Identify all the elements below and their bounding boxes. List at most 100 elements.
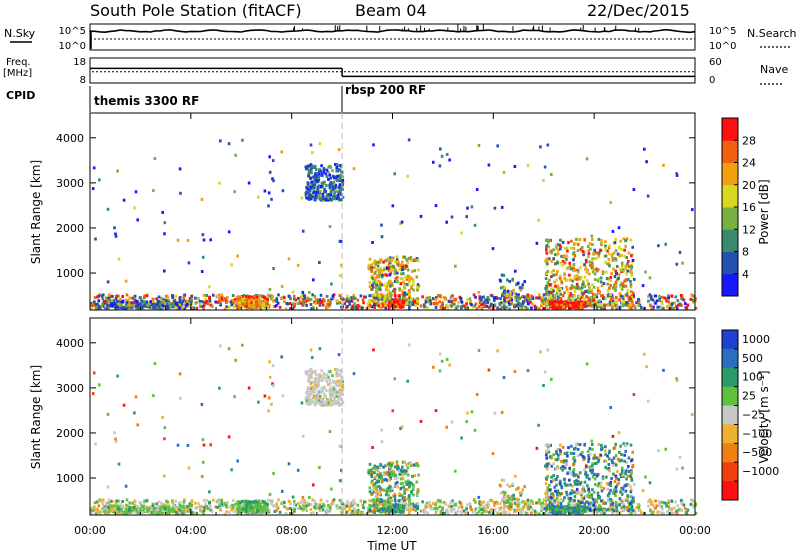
range-gate-cell: [383, 297, 386, 301]
range-gate-cell: [513, 510, 516, 514]
range-gate-cell: [396, 271, 399, 275]
range-gate-cell: [545, 292, 548, 296]
range-gate-cell: [569, 503, 573, 507]
range-gate-cell: [621, 282, 625, 286]
range-gate-cell: [620, 248, 623, 251]
range-gate-cell: [519, 304, 522, 308]
range-gate-cell: [599, 280, 603, 284]
range-gate-cell: [329, 398, 333, 402]
range-gate-cell: [304, 191, 308, 195]
range-gate-cell: [97, 304, 101, 308]
range-gate-cell: [473, 509, 477, 513]
range-gate-cell: [297, 501, 300, 505]
range-gate-cell: [563, 303, 567, 307]
range-gate-cell: [325, 184, 328, 188]
range-gate-cell: [268, 287, 272, 291]
range-gate-cell: [181, 504, 185, 508]
range-gate-cell: [341, 392, 344, 396]
range-gate-cell: [496, 306, 499, 310]
range-gate-cell: [307, 402, 311, 406]
range-gate-cell: [401, 291, 405, 295]
range-gate-cell: [137, 306, 140, 310]
range-gate-cell: [386, 295, 390, 299]
range-gate-cell: [518, 501, 522, 505]
range-gate-cell: [381, 488, 384, 492]
range-gate-cell: [338, 379, 341, 383]
range-gate-cell: [650, 512, 654, 516]
range-gate-cell: [368, 508, 372, 512]
range-gate-cell: [304, 396, 308, 400]
range-gate-cell: [218, 504, 221, 508]
range-gate-cell: [370, 288, 374, 291]
range-gate-cell: [435, 296, 438, 300]
range-gate-cell: [160, 501, 163, 505]
range-gate-cell: [328, 173, 331, 177]
range-gate-cell: [417, 473, 420, 477]
range-gate-cell: [308, 369, 312, 373]
range-gate-cell: [329, 182, 333, 186]
range-gate-cell: [610, 272, 613, 275]
range-gate-cell: [453, 503, 457, 507]
nave-tick-bottom: 0: [709, 75, 715, 86]
range-gate-cell: [393, 290, 397, 293]
range-gate-cell: [329, 506, 332, 509]
range-gate-cell: [528, 297, 532, 301]
range-gate-cell: [612, 267, 615, 271]
range-gate-cell: [393, 465, 397, 469]
range-gate-cell: [438, 294, 442, 298]
range-gate-cell: [445, 303, 449, 307]
range-gate-cell: [365, 512, 368, 516]
range-gate-cell: [353, 301, 356, 305]
range-gate-cell: [594, 293, 598, 297]
range-gate-cell: [630, 290, 633, 294]
range-gate-cell: [284, 307, 288, 310]
range-gate-cell: [665, 504, 668, 508]
range-gate-cell: [578, 295, 581, 299]
range-gate-cell: [389, 476, 392, 480]
range-gate-cell: [661, 507, 664, 511]
range-gate-cell: [270, 502, 273, 506]
range-gate-cell: [365, 307, 368, 311]
range-gate-cell: [381, 303, 384, 307]
range-gate-cell: [394, 277, 398, 280]
range-gate-cell: [324, 198, 328, 202]
range-gate-cell: [599, 305, 602, 309]
range-gate-cell: [390, 283, 394, 287]
range-gate-cell: [658, 499, 661, 503]
range-gate-cell: [408, 303, 412, 307]
range-gate-cell: [605, 270, 608, 274]
range-gate-cell: [386, 298, 390, 302]
range-gate-cell: [314, 193, 318, 197]
range-gate-cell: [434, 204, 438, 208]
range-gate-cell: [267, 191, 271, 195]
range-gate-cell: [499, 301, 503, 305]
range-gate-cell: [493, 304, 496, 308]
range-gate-cell: [399, 303, 402, 307]
range-gate-cell: [406, 174, 409, 178]
range-gate-cell: [306, 389, 310, 392]
range-gate-cell: [261, 510, 264, 514]
range-gate-cell: [309, 163, 313, 166]
range-gate-cell: [622, 284, 625, 288]
range-gate-cell: [648, 498, 652, 502]
range-gate-cell: [678, 250, 682, 254]
range-gate-cell: [405, 257, 408, 261]
range-gate-cell: [313, 186, 316, 190]
range-gate-cell: [395, 460, 399, 464]
range-gate-cell: [629, 297, 632, 301]
range-gate-cell: [378, 465, 382, 469]
range-gate-cell: [270, 197, 273, 201]
range-gate-cell: [398, 296, 401, 299]
range-gate-cell: [385, 463, 388, 467]
range-gate-cell: [309, 302, 313, 306]
range-gate-cell: [672, 306, 675, 310]
range-gate-cell: [393, 498, 397, 502]
range-gate-cell: [581, 282, 585, 286]
range-gate-cell: [389, 293, 393, 297]
range-gate-cell: [268, 508, 271, 512]
range-gate-cell: [382, 473, 386, 477]
range-gate-cell: [190, 295, 193, 298]
range-gate-cell: [597, 291, 601, 294]
range-gate-cell: [94, 303, 98, 306]
range-gate-cell: [380, 274, 384, 278]
